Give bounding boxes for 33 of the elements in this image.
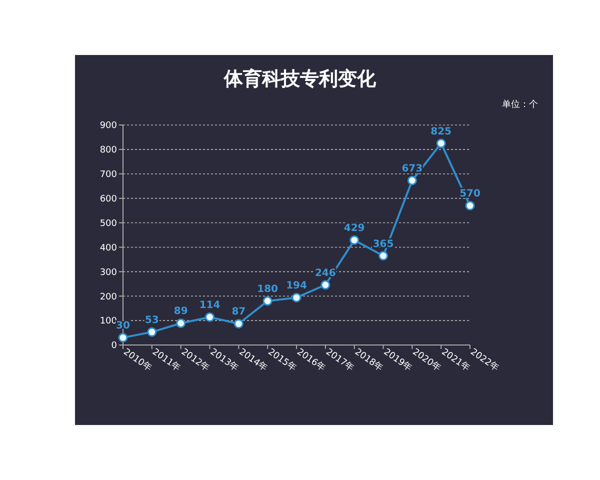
y-tick-label: 500 <box>100 218 118 229</box>
point <box>292 292 302 302</box>
point <box>407 176 417 186</box>
point <box>147 327 157 337</box>
point <box>234 318 244 328</box>
data-label: 194 <box>286 280 307 292</box>
y-tick-label: 600 <box>100 194 118 204</box>
y-tick-label: 400 <box>100 243 118 254</box>
y-tick-label: 700 <box>100 170 118 180</box>
data-label: 89 <box>174 306 188 318</box>
data-label: 180 <box>257 284 278 295</box>
data-label: 87 <box>232 306 246 318</box>
point <box>176 318 186 328</box>
point <box>118 332 128 342</box>
chart-title: 体育科技专利变化 <box>223 68 377 90</box>
text: 单位：个 <box>502 99 538 110</box>
data-label: 825 <box>430 126 452 138</box>
point <box>350 235 360 245</box>
data-label: 53 <box>144 315 159 326</box>
point <box>205 312 214 322</box>
data-label: 429 <box>344 223 365 234</box>
y-tick-label: 800 <box>100 146 118 156</box>
point <box>378 251 388 261</box>
y-tick-label: 0 <box>111 341 118 352</box>
y-tick-label: 300 <box>100 268 118 278</box>
point <box>436 138 446 148</box>
data-label: 114 <box>199 300 220 312</box>
y-tick-label: 100 <box>100 316 118 327</box>
point <box>465 200 475 210</box>
point <box>262 296 272 306</box>
point <box>320 280 330 290</box>
y-tick-label: 900 <box>100 121 118 132</box>
y-tick-label: 200 <box>100 292 118 302</box>
